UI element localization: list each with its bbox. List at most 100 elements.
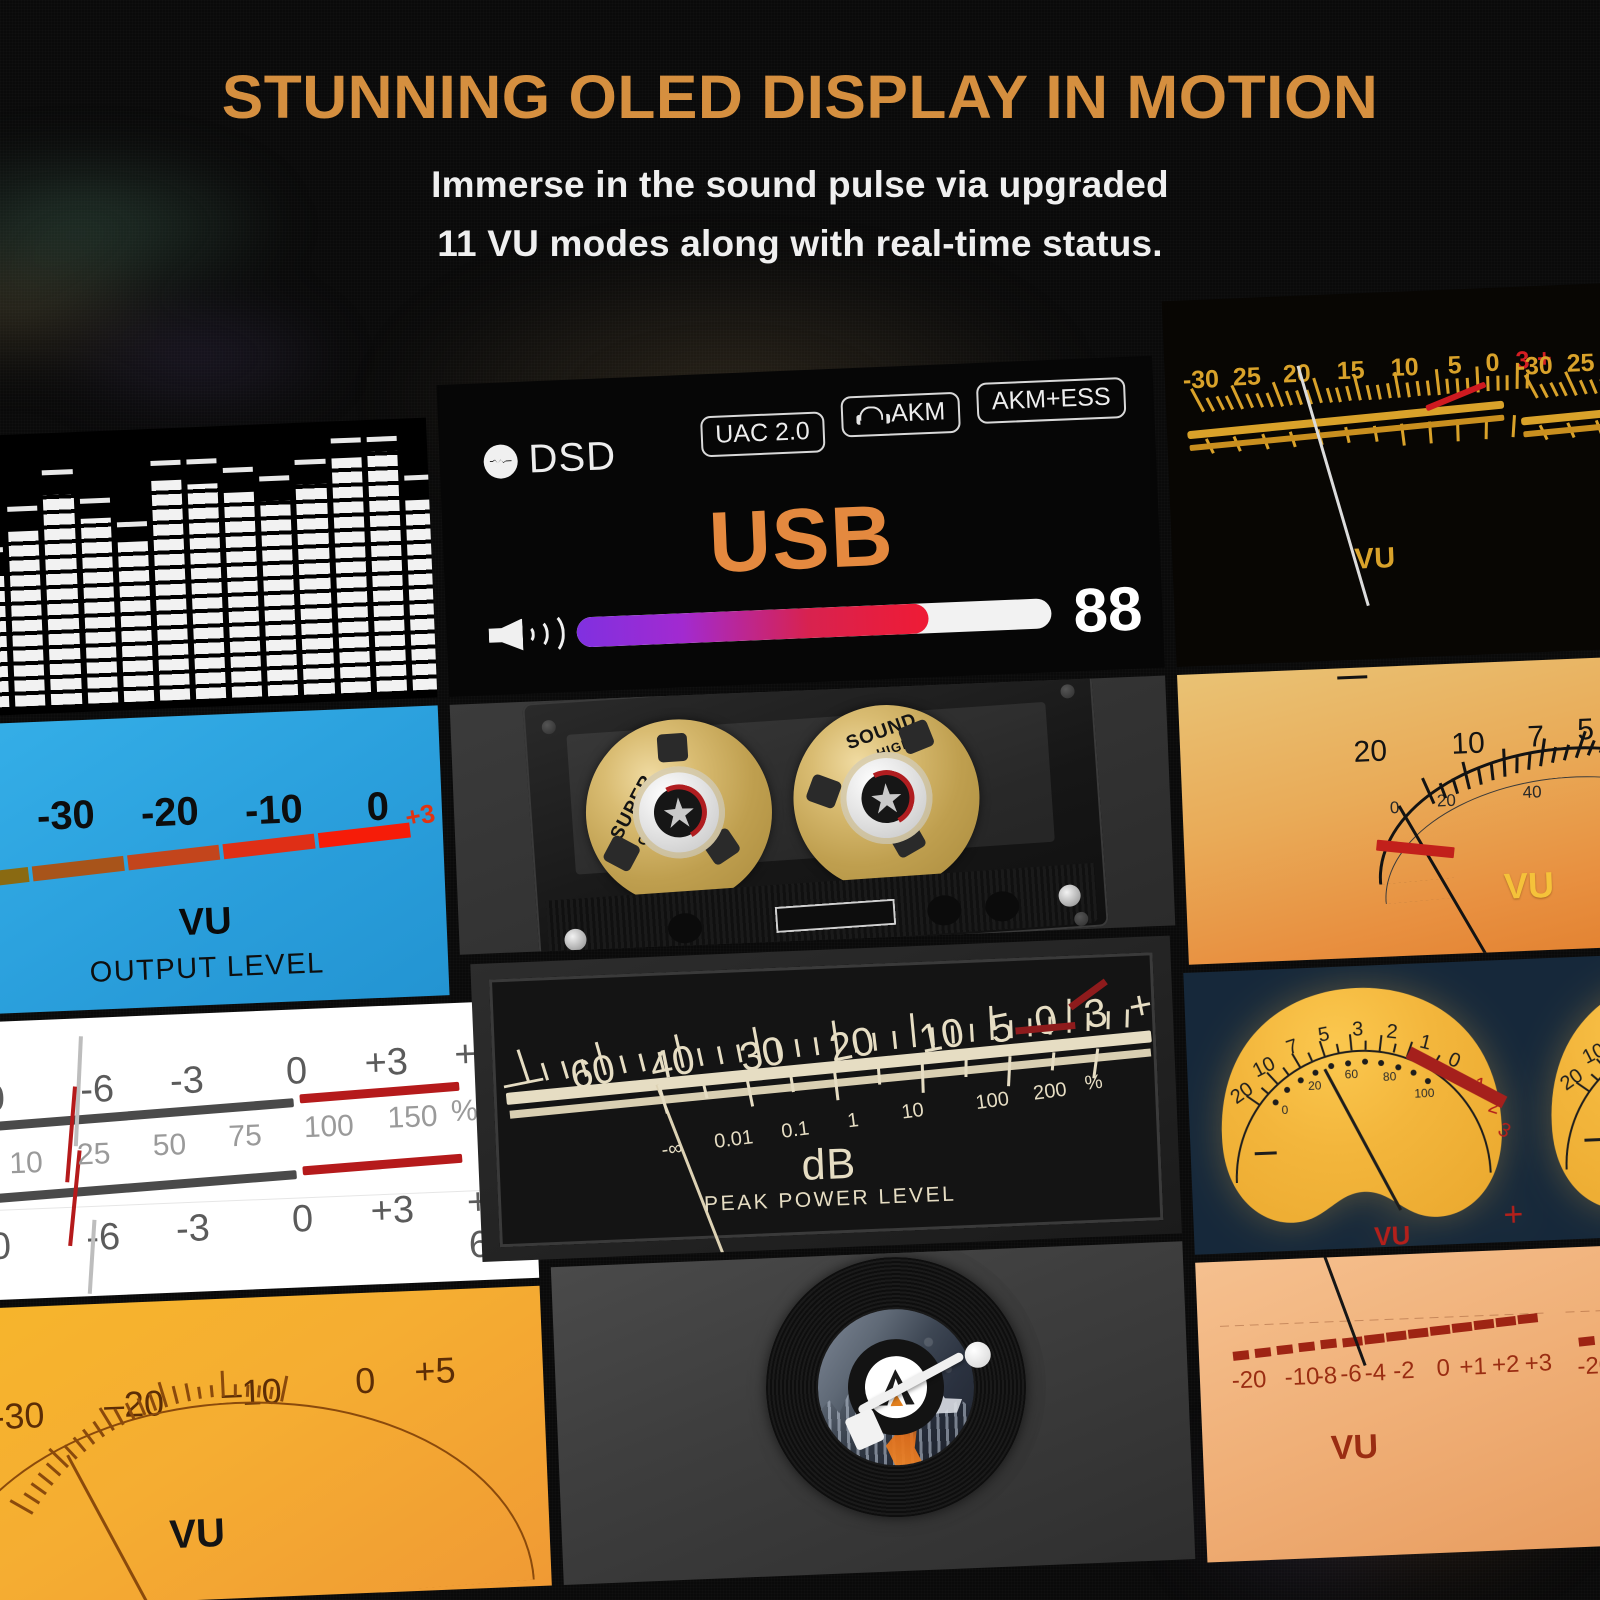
spectrum-peak-indicator [150,459,181,466]
dark-vu-tick [1495,375,1499,391]
white-db-label: +3 [363,1040,409,1085]
spectrum-bar [117,541,155,703]
orange2-vu-label: VU [168,1510,226,1558]
spectrum-bar [151,479,191,701]
dark-vu-label: 0 [1484,348,1501,377]
kidney-plus-label: + [1502,1195,1525,1235]
badge-row: UAC 2.0 AKM AKM+ESS [699,376,1128,457]
spectrum-column [114,451,155,703]
led-vu-segment [1276,1344,1294,1356]
white-percent-label: 150 [386,1099,439,1135]
panel-orange-arc-vu[interactable]: 2010753210020406080100% VU [1177,654,1600,965]
dark-vu-tick [1485,376,1489,392]
spectrum-bar [295,483,335,695]
db-tick-lower [832,1070,840,1101]
kidney-tick [1364,1040,1367,1050]
spectrum-column [41,454,82,706]
panel-white-dual-scale[interactable]: -20-6-30+3+6 -20-6-30+3+ 6 1102550751001… [0,999,540,1301]
cassette-screw [541,719,557,735]
led-vu-segment [1254,1347,1272,1359]
panel-blue-output-level[interactable]: -40-30-20-100+3 VU OUTPUT LEVEL [0,705,450,1015]
led-vu-label: 0 [1436,1354,1451,1383]
format-label: DSD [527,433,617,482]
orange-vu-label: VU [1503,863,1555,907]
spectrum-peak-indicator [222,466,254,473]
db-tick-lower [920,1062,925,1094]
white-percent-label: 25 [76,1137,112,1172]
led-vu-segment [1407,1327,1429,1339]
db-percent-label: 200 [1032,1078,1068,1105]
panel-spectrum-analyzer[interactable] [0,417,438,718]
led-vu-segment [1495,1316,1517,1328]
white-db-label: -3 [169,1059,205,1103]
dark-vu-label: 20 [1282,359,1312,389]
dark-vu-tick [1288,431,1297,448]
blue-band-segment [31,855,125,882]
led-vu-segment [1451,1321,1473,1333]
dark-vu-tick [1594,420,1600,437]
orange2-tick [245,1384,249,1397]
white-db-label: -20 [0,1077,6,1122]
dark-vu-tick [1428,421,1433,444]
panel-db-peak-power-level[interactable]: —60 40 30 20 10 5 0 3 + dB PEAK POWER LEVEL -∞ 0.… [470,935,1182,1263]
spectrum-peak-indicator [116,521,147,528]
spectrum-column [150,450,191,701]
spectrum-bar [0,572,10,709]
dsd-indicator: DSD [483,434,617,484]
db-percent-label: 0.1 [780,1117,811,1143]
panel-usb-status[interactable]: DSD UAC 2.0 AKM AKM+ESS USB 88 [436,355,1165,697]
dark-vu-tick [1566,422,1576,439]
dark-vu-tick [1260,433,1269,450]
blue-scale-label: 0 [365,784,390,830]
led-vu-right: -20-10-8-6-4-20+1+2+3VU [1557,1242,1600,1548]
panel-turntable[interactable] [550,1241,1196,1585]
db-tick-upper [619,1055,627,1074]
page-title: STUNNING OLED DISPLAY IN MOTION [221,63,1379,131]
orange-db-label: 10 [1450,726,1486,761]
led-vu-label: +2 [1491,1350,1520,1379]
subtitle-line-2: 11 VU modes along with real-time status. [437,223,1163,264]
spectrum-bar [8,530,46,707]
led-vu-label: -20 [1576,1351,1600,1381]
white-db-label-lower: -3 [175,1207,211,1251]
white-percent-label: 10 [8,1145,44,1181]
white-lower-scale: -20 -6 -3 0 +3 + 6 [0,1150,514,1294]
cassette-screw [1073,911,1089,927]
spectrum-peak-indicator [79,497,110,504]
led-vu-left: -20 -10 -8 -6 -4 -2 0 +1 +2 +3 VU [1211,1243,1563,1562]
dark-vu-label: 25 [1566,348,1596,378]
db-tick-lower [745,1077,755,1108]
white-percent-label: 50 [152,1128,187,1163]
blue-sublabel: OUTPUT LEVEL [89,947,326,989]
spectrum-column [222,447,263,698]
panel-cassette-tape[interactable]: SUPER CHROM SOUND HIGH [449,675,1176,955]
spectrum-bar [405,499,438,691]
panel-light-orange-led-vu[interactable]: -20-10-8-6-4-20+1+2+3VU -20-10-8-6-4-20+… [1195,1241,1600,1563]
dark-vu-label: 5 [1447,350,1463,380]
speaker-volume-icon[interactable] [488,606,566,663]
spectrum-bar [260,500,299,697]
cassette-body: SUPER CHROM SOUND HIGH [522,675,1109,955]
white-bar-red-lower [302,1153,463,1176]
led-vu-segment [1320,1338,1338,1350]
led-vu-label: -6 [1339,1360,1363,1389]
marketing-header: STUNNING OLED DISPLAY IN MOTION Immerse … [0,0,1600,265]
cassette-tab-window [774,898,897,933]
subtitle-line-1: Immerse in the sound pulse via upgraded [431,164,1169,205]
volume-slider[interactable] [576,597,1053,648]
led-vu-segment [1517,1313,1539,1325]
db-tick-upper [696,1048,704,1067]
dark-vu-left: -30 25 20 15 10 5 0 3 + VU [1176,287,1552,666]
orange-tick [1515,756,1519,773]
panel-orange-wide-vu[interactable]: -30 –20 –10 0 +5 VU [0,1285,552,1600]
led-vu-label: -2 [1392,1356,1416,1385]
db-percent-label: 0.01 [712,1126,755,1154]
blue-scale-label: -20 [140,789,200,837]
dark-vu-tick [1538,424,1549,441]
